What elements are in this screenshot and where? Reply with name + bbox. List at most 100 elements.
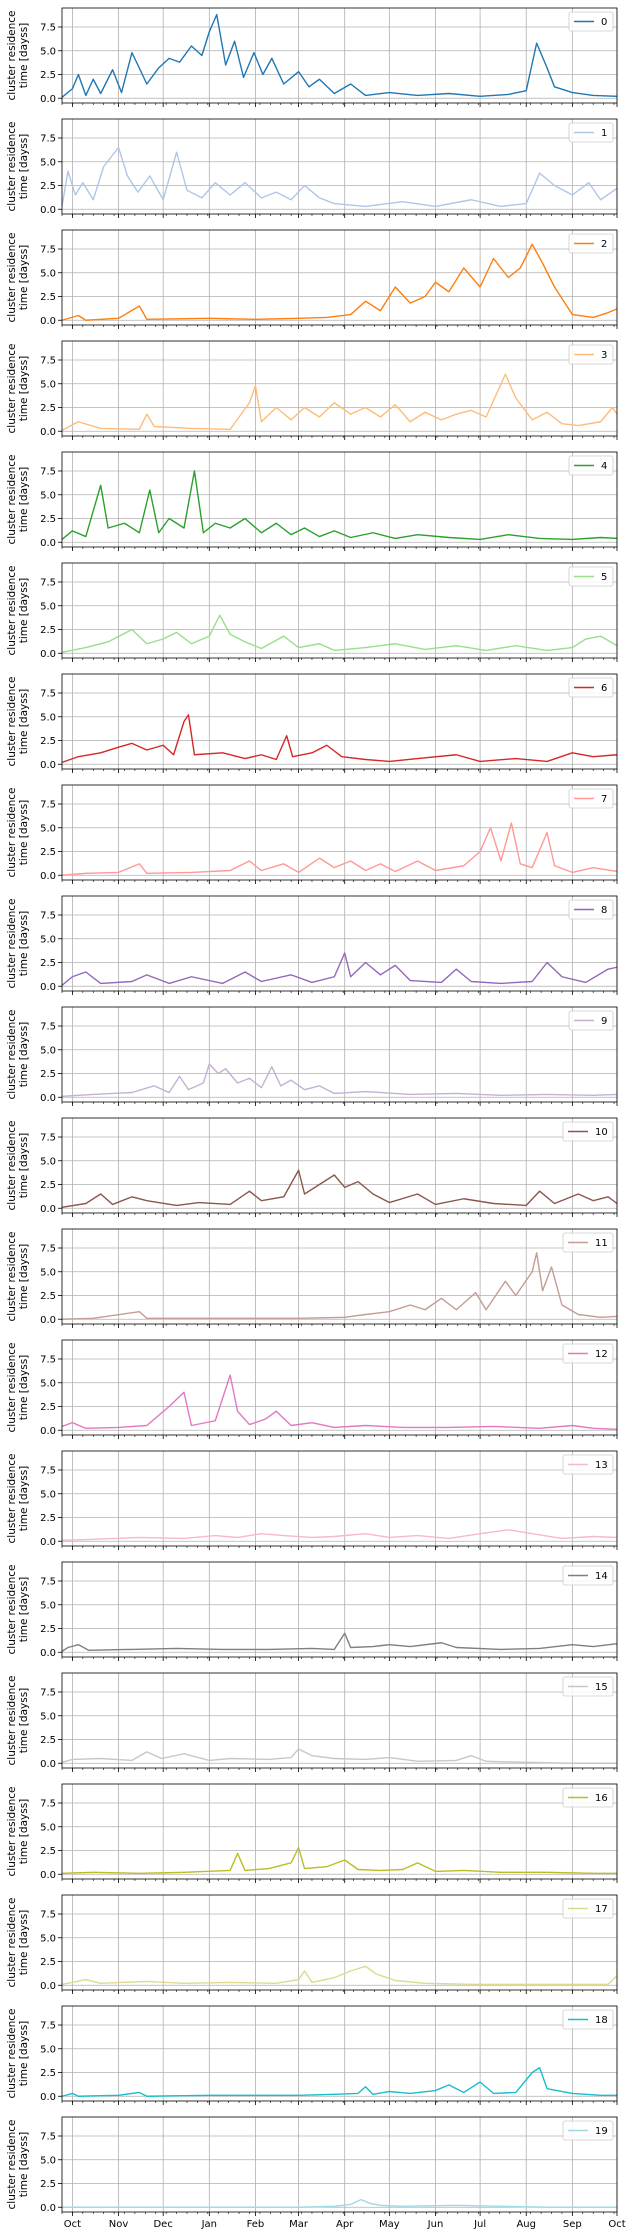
y-axis-label: time [dayss] [18,356,30,422]
subplot-17: 0.0 2.5 5.0 7.5 cluster residence time [dayss… [6,1894,618,1994]
y-tick-label: 7.5 [40,1022,56,1033]
y-axis-label: time [dayss] [18,23,30,89]
y-tick-label: 0.0 [40,1315,56,1326]
y-tick-label: 2.5 [40,514,56,525]
legend-label: 12 [595,1349,608,1360]
x-tick-label: Apr [336,2219,354,2230]
series-line-6 [61,714,618,764]
plot-frame [61,1783,618,1880]
y-tick-label: 7.5 [40,1466,56,1477]
y-tick-label: 0.0 [40,649,56,660]
y-tick-label: 0.0 [40,1981,56,1992]
y-axis-label: time [dayss] [18,467,30,533]
y-tick-label: 5.0 [40,46,56,57]
legend-label: 6 [601,683,607,694]
plot-frame [61,2116,618,2213]
y-axis-label: cluster residence [6,566,18,656]
y-tick-label: 7.5 [40,356,56,367]
y-tick-label: 7.5 [40,2021,56,2032]
y-tick-label: 0.0 [40,871,56,882]
series-line-15 [61,1748,617,1764]
y-tick-label: 5.0 [40,1489,56,1500]
series-line-8 [61,952,618,986]
subplot-5: 0.0 2.5 5.0 7.5 cluster residence time [dayss… [6,562,618,662]
y-tick-label: 7.5 [40,23,56,34]
legend-label: 10 [595,1127,608,1138]
y-tick-label: 0.0 [40,1870,56,1881]
y-tick-label: 0.0 [40,1204,56,1215]
y-axis-label: time [dayss] [18,1910,30,1976]
y-tick-label: 5.0 [40,601,56,612]
series-line-17 [61,1965,618,1986]
y-tick-label: 7.5 [40,911,56,922]
y-tick-label: 0.0 [40,1648,56,1659]
legend-label: 13 [595,1460,608,1471]
y-tick-label: 0.0 [40,94,56,105]
subplot-0: 0.0 2.5 5.0 7.5 cluster residence time [dayss… [6,7,618,107]
y-tick-label: 0.0 [40,538,56,549]
y-tick-label: 2.5 [40,181,56,192]
y-axis-label: cluster residence [6,1787,18,1877]
subplot-8: 0.0 2.5 5.0 7.5 cluster residence time [dayss… [6,895,618,995]
y-axis-label: cluster residence [6,1232,18,1322]
legend-label: 19 [595,2126,608,2137]
y-axis-label: cluster residence [6,2120,18,2210]
y-axis-label: time [dayss] [18,2021,30,2087]
y-tick-label: 7.5 [40,467,56,478]
y-tick-label: 5.0 [40,2044,56,2055]
legend-label: 1 [601,128,607,139]
y-axis-label: time [dayss] [18,2132,30,2198]
y-tick-label: 2.5 [40,292,56,303]
plot-frame [61,1672,618,1769]
y-tick-label: 7.5 [40,1355,56,1366]
y-tick-label: 5.0 [40,268,56,279]
series-line-4 [61,470,618,541]
x-tick-label: Jul [473,2219,486,2230]
series-line-0 [61,13,618,98]
series-line-19 [62,2198,617,2208]
plot-frame [61,1894,618,1991]
y-tick-label: 2.5 [40,1846,56,1857]
y-tick-label: 0.0 [40,427,56,438]
y-tick-label: 5.0 [40,712,56,723]
legend-label: 3 [601,350,607,361]
legend-label: 4 [601,461,607,472]
subplot-15: 0.0 2.5 5.0 7.5 cluster residence time [dayss… [6,1672,618,1772]
plot-frame [61,562,618,659]
legend-label: 18 [595,2015,608,2026]
x-tick-label: Oct [608,2219,625,2230]
y-axis-label: time [dayss] [18,578,30,644]
plot-frame [61,340,618,437]
y-tick-label: 0.0 [40,1426,56,1437]
y-tick-label: 0.0 [40,1759,56,1770]
subplot-16: 0.0 2.5 5.0 7.5 cluster residence time [dayss… [6,1783,618,1883]
subplot-13: 0.0 2.5 5.0 7.5 cluster residence time [dayss… [6,1450,618,1550]
y-tick-label: 2.5 [40,1069,56,1080]
legend-label: 5 [601,572,607,583]
plot-frame [61,784,618,881]
y-axis-label: cluster residence [6,1898,18,1988]
y-tick-label: 7.5 [40,1577,56,1588]
plot-frame [61,1228,618,1325]
y-axis-label: cluster residence [6,455,18,545]
y-axis-label: cluster residence [6,1343,18,1433]
plot-frame [61,895,618,992]
subplot-18: 0.0 2.5 5.0 7.5 cluster residence time [dayss… [6,2005,618,2105]
y-axis-label: time [dayss] [18,1244,30,1310]
y-tick-label: 7.5 [40,134,56,145]
y-tick-label: 2.5 [40,1291,56,1302]
y-tick-label: 5.0 [40,379,56,390]
y-tick-label: 5.0 [40,1822,56,1833]
y-tick-label: 2.5 [40,958,56,969]
y-tick-label: 0.0 [40,1093,56,1104]
legend-label: 8 [601,905,607,916]
y-axis-label: cluster residence [6,344,18,434]
y-tick-label: 2.5 [40,1735,56,1746]
subplot-9: 0.0 2.5 5.0 7.5 cluster residence time [dayss… [6,1006,618,1106]
y-axis-label: time [dayss] [18,245,30,311]
y-axis-label: time [dayss] [18,800,30,866]
y-tick-label: 7.5 [40,578,56,589]
y-axis-label: time [dayss] [18,1133,30,1199]
y-tick-label: 2.5 [40,847,56,858]
y-axis-label: cluster residence [6,1010,18,1100]
